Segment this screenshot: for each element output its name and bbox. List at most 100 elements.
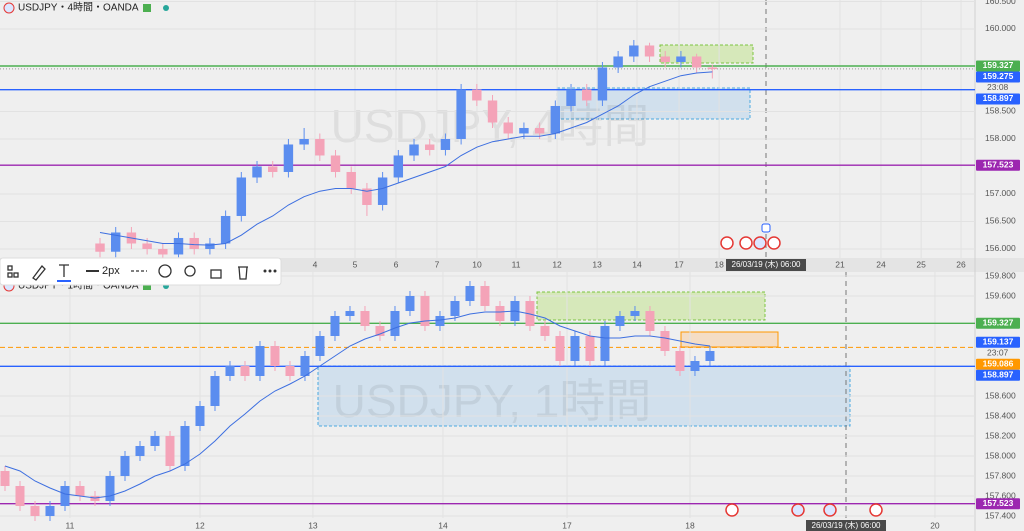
line-width-label[interactable]: 2px: [102, 265, 120, 277]
candle-body: [120, 456, 130, 476]
text-icon[interactable]: [59, 264, 69, 277]
price-label: 157.523: [983, 498, 1014, 508]
zone-box: [659, 44, 754, 64]
x-tick-label: 24: [876, 259, 886, 269]
x-tick-label: 4: [313, 259, 318, 269]
price-label: 159.327: [983, 318, 1014, 328]
candle-body: [613, 56, 623, 68]
candle-body: [299, 138, 309, 145]
time-to-close: 23:08: [987, 82, 1009, 92]
candle-body: [597, 67, 608, 101]
candle-body: [465, 286, 475, 301]
candle-body: [582, 89, 592, 101]
symbol-flag: [3, 2, 15, 14]
x-tick-label: 26: [956, 259, 966, 269]
candle-body: [660, 56, 670, 62]
price-label: 159.327: [983, 60, 1014, 70]
x-tick-label: 10: [472, 259, 482, 269]
candle-body: [435, 316, 445, 326]
candle-body: [330, 155, 341, 172]
candle-body: [480, 286, 490, 306]
date-label: 26/03/19 (木) 06:00: [812, 520, 881, 530]
candle-body: [519, 127, 529, 134]
y-tick-label: 160.500: [985, 0, 1016, 6]
watermark: USDJPY, 1時間: [333, 375, 652, 427]
lock-icon[interactable]: [210, 269, 222, 279]
layout-icon[interactable]: [7, 272, 13, 278]
candle-body: [220, 215, 231, 244]
y-tick-label: 158.200: [985, 430, 1016, 440]
moving-average: [99, 71, 713, 246]
candle-body: [425, 144, 435, 150]
event-icon[interactable]: [739, 236, 753, 250]
event-icon[interactable]: [720, 236, 734, 250]
y-tick-label: 158.600: [985, 390, 1016, 400]
x-tick-label: 6: [394, 259, 399, 269]
pen-icon[interactable]: [32, 265, 46, 281]
x-tick-label: 18: [714, 259, 724, 269]
event-markers: [720, 223, 883, 517]
candle-body: [707, 67, 718, 70]
price-label: 158.897: [983, 370, 1014, 380]
x-tick-label: 14: [438, 520, 448, 530]
candle-body: [487, 100, 498, 123]
event-icon[interactable]: [869, 503, 883, 517]
price-label: 158.897: [983, 93, 1014, 103]
event-icon[interactable]: [753, 236, 767, 250]
candle-body: [456, 89, 466, 139]
candle-body: [360, 311, 370, 326]
delete-icon[interactable]: [238, 266, 248, 280]
price-label: 157.523: [983, 159, 1014, 169]
layout-icon[interactable]: [7, 265, 13, 271]
candle-body: [345, 311, 355, 316]
x-tick-label: 17: [674, 259, 684, 269]
candle-body: [346, 171, 356, 189]
date-label-bg: [806, 520, 886, 531]
event-icon[interactable]: [761, 223, 771, 233]
y-tick-label: 156.000: [985, 243, 1016, 253]
candle-body: [195, 406, 205, 426]
candle-body: [283, 144, 294, 172]
live-dot: [163, 5, 169, 11]
price-label-bg: [976, 498, 1020, 510]
candle-body: [660, 331, 670, 351]
candle-body: [150, 436, 160, 446]
y-tick-label: 157.600: [985, 490, 1016, 500]
candle-body: [550, 105, 561, 134]
x-tick-label: 11: [66, 520, 75, 530]
candle-body: [472, 89, 482, 101]
y-tick-label: 157.000: [985, 188, 1016, 198]
candle-body: [240, 366, 250, 376]
candle-body: [255, 346, 265, 376]
candle-body: [158, 248, 168, 255]
alert-icon[interactable]: [184, 265, 196, 277]
event-icon[interactable]: [767, 236, 781, 250]
price-label-bg: [976, 71, 1020, 83]
x-tick-label: 14: [632, 259, 642, 269]
event-icon[interactable]: [791, 503, 805, 517]
candle-body: [676, 56, 686, 62]
candle-body: [142, 243, 152, 249]
candle-body: [225, 366, 235, 376]
candle-body: [691, 56, 702, 68]
price-label-bg: [976, 369, 1020, 381]
candle-body: [15, 486, 25, 506]
candle-body: [315, 138, 325, 156]
x-tick-label: 20: [930, 520, 940, 530]
x-tick-label: 11: [512, 259, 521, 269]
candle-body: [173, 237, 184, 255]
y-tick-label: 157.400: [985, 510, 1016, 520]
layout-icon[interactable]: [13, 272, 19, 278]
market-status: [143, 4, 151, 12]
settings-icon[interactable]: [158, 264, 172, 278]
candle-body: [390, 311, 400, 336]
event-icon[interactable]: [725, 503, 739, 517]
x-tick-label: 13: [592, 259, 602, 269]
y-tick-label: 158.000: [985, 450, 1016, 460]
price-label: 159.275: [983, 71, 1014, 81]
event-icon[interactable]: [823, 503, 837, 517]
candle-body: [300, 356, 310, 376]
moving-average: [4, 310, 711, 499]
candle-body: [30, 506, 40, 516]
